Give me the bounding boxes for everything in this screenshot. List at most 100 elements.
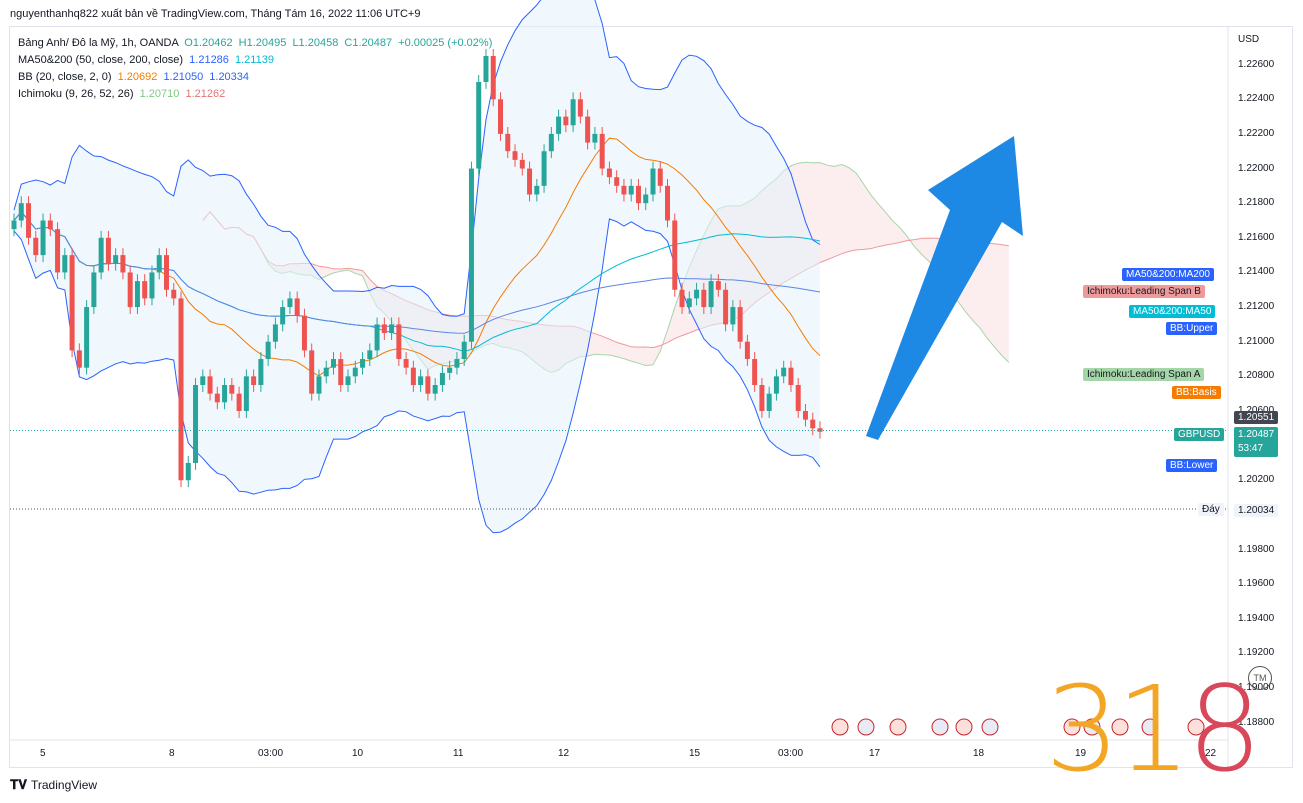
candle-body	[635, 185, 641, 204]
candle-body	[229, 385, 235, 394]
candle-body	[258, 359, 264, 385]
candle-body	[200, 376, 206, 385]
countdown-value: 53:47	[1238, 443, 1264, 454]
candle-body	[301, 315, 307, 351]
ma-label: MA50&200 (50, close, 200, close)	[18, 54, 184, 66]
flag-icon[interactable]	[831, 718, 849, 736]
candle-body	[11, 220, 17, 230]
price-tick: 1.21000	[1238, 335, 1275, 347]
ichimoku-value-1: 1.20710	[139, 88, 180, 100]
flag-icon[interactable]	[1187, 718, 1205, 736]
bb-value-2: 1.21050	[163, 71, 204, 83]
flag-icon[interactable]	[857, 718, 875, 736]
candle-body	[338, 359, 344, 385]
candle-body	[570, 99, 576, 126]
candle-body	[134, 281, 140, 308]
candle-body	[381, 324, 387, 334]
candle-body	[323, 367, 329, 377]
candle-body	[40, 220, 46, 256]
symbol-label: Bảng Anh/ Đô la Mỹ, 1h, OANDA	[18, 37, 179, 49]
flag-icon[interactable]	[1063, 718, 1081, 736]
watermark-digits: 31	[1045, 660, 1191, 798]
last-price-value: 1.20487	[1238, 429, 1275, 440]
candle-body	[309, 350, 315, 394]
candle-body	[701, 289, 707, 308]
candle-body	[476, 81, 482, 169]
flag-icon[interactable]	[889, 718, 907, 736]
candle-body	[367, 350, 373, 360]
flag-icon[interactable]	[981, 718, 999, 736]
chart-frame	[9, 26, 1293, 768]
flag-icon[interactable]	[1141, 718, 1159, 736]
tag-price-high: 1.20551	[1234, 411, 1279, 424]
tag-bb-lower: BB:Lower	[1166, 459, 1218, 472]
candle-body	[127, 272, 133, 308]
candle-body	[439, 372, 445, 385]
bb-value-1: 1.20692	[117, 71, 158, 83]
candle-body	[527, 168, 533, 195]
candle-body	[214, 393, 220, 403]
candle-body	[795, 385, 801, 411]
flag-icon[interactable]	[931, 718, 949, 736]
tag-bottom-label: Đáy	[1198, 503, 1224, 516]
ichimoku-value-2: 1.21262	[185, 88, 226, 100]
candle-body	[483, 55, 489, 82]
candle-body	[505, 133, 511, 152]
candle-body	[614, 177, 620, 186]
flag-icon[interactable]	[1111, 718, 1129, 736]
tag-ma200: MA50&200:MA200	[1122, 268, 1214, 281]
candle-body	[737, 307, 743, 342]
candle-body	[512, 151, 518, 160]
candle-body	[672, 220, 678, 290]
footer[interactable]: 𝐓𝐕 TradingView	[10, 777, 97, 793]
candle-body	[490, 55, 496, 100]
watermark-digit-8: 8	[1187, 660, 1262, 798]
price-tick: 1.22000	[1238, 162, 1275, 174]
candle-body	[18, 203, 24, 221]
ohlc-change: +0.00025 (+0.02%)	[398, 37, 493, 49]
candle-body	[316, 376, 322, 394]
candle-body	[272, 324, 278, 342]
price-tick: 1.19600	[1238, 578, 1275, 590]
tag-ichimoku-span-b: Ichimoku:Leading Span B	[1083, 285, 1205, 298]
candle-body	[665, 185, 671, 221]
candle-body	[534, 185, 540, 195]
ohlc-open: O1.20462	[184, 37, 233, 49]
price-tick: 1.22600	[1238, 58, 1275, 70]
legend-ichimoku-row[interactable]: Ichimoku (9, 26, 52, 26) 1.20710 1.21262	[18, 86, 492, 103]
price-tick: 1.22400	[1238, 93, 1275, 105]
reference-lines	[10, 430, 1228, 510]
time-tick: 19	[1075, 748, 1087, 759]
flag-icon[interactable]	[1083, 718, 1101, 736]
candle-body	[287, 298, 293, 308]
legend-ma-row[interactable]: MA50&200 (50, close, 200, close) 1.21286…	[18, 52, 492, 69]
ohlc-close: C1.20487	[344, 37, 393, 49]
candle-body	[120, 255, 126, 273]
candle-body	[781, 367, 787, 377]
legend-bb-row[interactable]: BB (20, close, 2, 0) 1.20692 1.21050 1.2…	[18, 69, 492, 86]
candle-body	[222, 385, 228, 403]
candle-body	[330, 359, 336, 368]
candle-body	[280, 307, 286, 325]
legend: Bảng Anh/ Đô la Mỹ, 1h, OANDA O1.20462 H…	[18, 35, 492, 103]
tradingview-logo-icon: 𝐓𝐕	[10, 777, 27, 792]
legend-symbol-row: Bảng Anh/ Đô la Mỹ, 1h, OANDA O1.20462 H…	[18, 35, 492, 52]
trend-arrow	[866, 136, 1023, 440]
flag-icon[interactable]	[955, 718, 973, 736]
tag-bottom-price: 1.20034	[1234, 504, 1279, 517]
time-tick: 22	[1205, 748, 1217, 759]
candle-body	[432, 385, 438, 394]
candle-body	[418, 376, 424, 385]
candle-body	[592, 133, 598, 143]
candle-body	[723, 289, 729, 325]
candle-body	[142, 281, 148, 299]
candle-body	[788, 367, 794, 385]
leading-span-b-line	[202, 211, 1009, 349]
event-icons	[831, 718, 1205, 736]
candle-body	[766, 393, 772, 411]
bb-upper-line	[13, 0, 821, 317]
candle-body	[730, 307, 736, 325]
candle-body	[33, 237, 39, 256]
candle-body	[563, 116, 569, 126]
